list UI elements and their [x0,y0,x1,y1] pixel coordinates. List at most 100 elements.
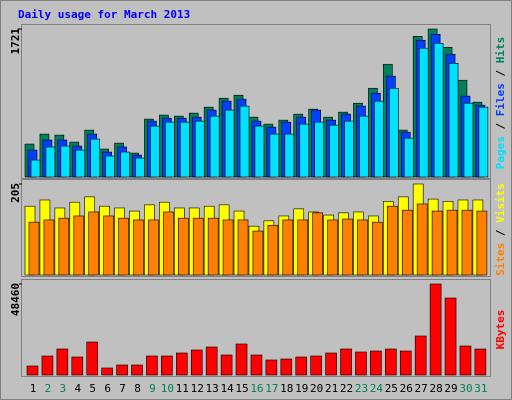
legend-entry: Sites [494,243,507,276]
legend: KBytes [494,310,507,350]
bar [433,43,444,178]
bar [209,115,220,178]
x-tick-label: 18 [280,382,293,395]
x-tick-label: 16 [250,382,263,395]
bar [310,355,322,376]
bar [222,219,234,276]
bar [474,348,487,376]
bar [478,106,489,178]
bar [461,209,473,276]
x-tick-label: 14 [220,382,234,395]
bar [312,212,323,276]
x-tick-label: 4 [74,382,81,395]
y-tick-label: 1721 [9,28,22,55]
bar [295,356,308,376]
bar [403,137,414,178]
x-tick-label: 10 [161,382,174,395]
bar [224,109,235,178]
y-tick-label: 48460 [9,283,22,316]
bar [327,219,338,276]
bar [355,351,367,376]
legend-separator: / [494,63,507,83]
bar [269,133,280,178]
bar [220,354,233,376]
bar [357,219,368,276]
bar [75,149,86,178]
x-tick-label: 13 [206,382,219,395]
bar [41,355,54,376]
x-tick-label: 23 [355,382,368,395]
bar [161,355,173,376]
bar [205,346,218,376]
bar [120,151,130,178]
bar [265,359,278,376]
bar [90,138,101,178]
bar [329,124,339,178]
bar [372,221,383,276]
bar [235,343,248,376]
x-tick-label: 7 [119,382,126,395]
x-tick-label: 21 [325,382,338,395]
bar [342,218,353,276]
bar [389,87,399,178]
x-tick-label: 3 [60,382,67,395]
bar [280,358,293,376]
bar [444,297,457,376]
x-tick-label: 22 [340,382,353,395]
bar [463,102,474,178]
bar [387,205,398,276]
panel-frame [21,179,491,277]
bar [194,120,205,178]
bar [254,125,265,178]
legend-entry: Files [494,83,507,116]
bar [370,350,382,376]
bar [190,349,203,376]
bar [431,210,443,276]
bar [250,354,263,376]
bar [374,100,384,178]
x-tick-label: 17 [265,382,278,395]
bar [60,145,71,178]
bar [459,345,472,376]
x-tick-label: 25 [385,382,398,395]
x-tick-label: 1 [30,382,37,395]
bar [284,133,295,178]
bar [267,224,279,276]
panel-frame [21,279,491,377]
bar [414,335,427,376]
bar [88,211,100,276]
bar [56,348,69,376]
bar [146,355,158,376]
legend-entry: KBytes [494,310,507,350]
x-tick-label: 11 [176,382,189,395]
bar [297,219,309,276]
x-tick-label: 6 [104,382,111,395]
legend-separator: / [494,223,507,243]
bar [282,219,294,276]
legend-entry: Hits [494,37,507,64]
legend: Pages / Files / Hits [494,37,507,170]
bar [344,120,354,178]
x-tick-label: 15 [235,382,248,395]
bar [448,63,459,178]
bar [299,123,310,178]
legend-entry: Pages [494,136,507,169]
bar [252,230,264,276]
x-tick-label: 30 [459,382,472,395]
bar [133,219,144,276]
bar [239,105,250,178]
bar [30,159,41,178]
bar [28,221,40,276]
bar [401,209,413,276]
legend-entry: Visits [494,183,507,223]
chart-title: Daily usage for March 2013 [18,8,190,21]
bar [101,367,113,376]
bar [192,217,204,276]
bar [131,364,143,376]
bar [399,350,412,376]
bar [58,217,70,276]
bar [325,352,337,376]
x-tick-label: 28 [429,382,442,395]
x-tick-label: 9 [149,382,156,395]
bar [340,348,352,376]
